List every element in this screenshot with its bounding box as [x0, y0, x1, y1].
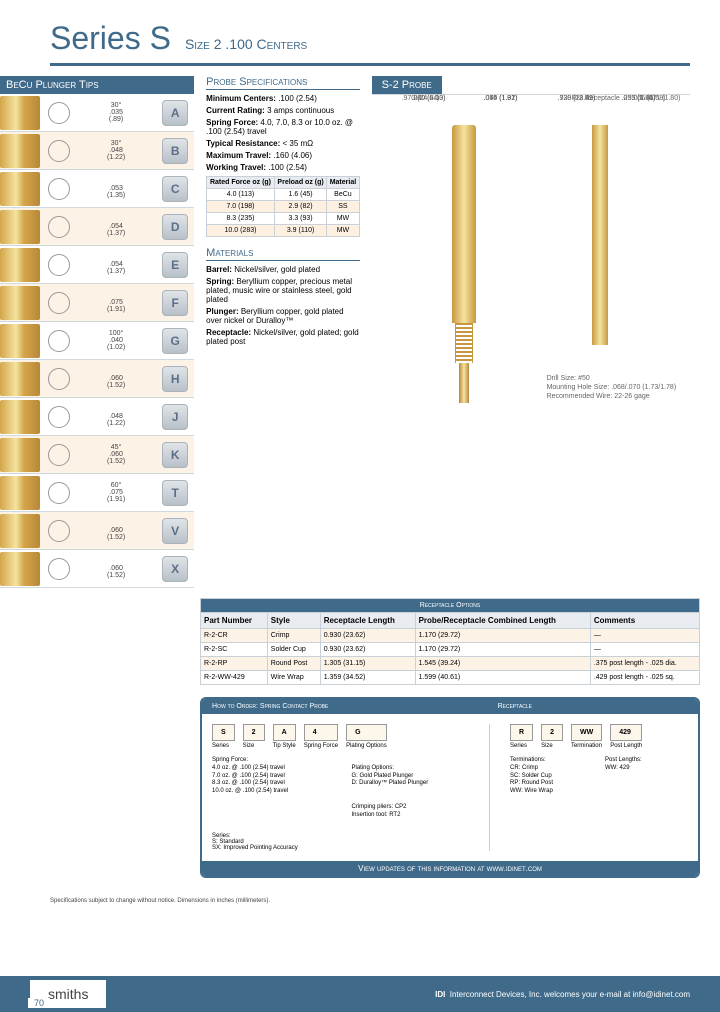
note-spring: Spring Force: 4.0 oz. @ .100 (2.54) trav… [212, 757, 340, 827]
tip-cross-section [48, 520, 70, 542]
tip-row: 60°.075(1.91)T [0, 474, 194, 512]
probe-diagram-header: S-2 Probe [372, 76, 442, 94]
order-code: 2 [541, 724, 563, 741]
tip-image [0, 286, 40, 320]
tip-letter: C [162, 176, 188, 202]
probe-specs-header: Probe Specifications [206, 76, 359, 90]
tip-cross-section [48, 216, 70, 238]
order-code: A [273, 724, 296, 741]
tip-row: 30°.048(1.22)B [0, 132, 194, 170]
order-code: S [212, 724, 235, 741]
diagram-column: S-2 Probe R-2 Receptacle .075 (1.91) .08… [360, 76, 690, 588]
order-header-probe: How to Order: Spring Contact Probe [212, 703, 498, 710]
order-code: R [510, 724, 533, 741]
tip-cross-section [48, 330, 70, 352]
tips-header: BeCu Plunger Tips [0, 76, 194, 94]
tip-cross-section [48, 558, 70, 580]
page-number: 70 [28, 998, 50, 1008]
tip-letter: K [162, 442, 188, 468]
order-code: G [346, 724, 387, 741]
title-main: Series S [50, 20, 171, 57]
tip-row: .060(1.52)V [0, 512, 194, 550]
tip-row: .053(1.35)C [0, 170, 194, 208]
update-bar: View updates of this information at www.… [202, 861, 698, 876]
tip-letter: D [162, 214, 188, 240]
tip-cross-section [48, 406, 70, 428]
tip-letter: E [162, 252, 188, 278]
spring-force-table: Rated Force oz (g)Preload oz (g)Material… [206, 176, 359, 237]
order-code: 4 [304, 724, 338, 741]
materials-header: Materials [206, 247, 359, 261]
tip-image [0, 514, 40, 548]
tip-cross-section [48, 178, 70, 200]
tip-image [0, 400, 40, 434]
tip-letter: G [162, 328, 188, 354]
receptacle-info: Drill Size: #50 Mounting Hole Size: .068… [547, 375, 677, 402]
tip-cross-section [48, 254, 70, 276]
order-code: 2 [243, 724, 265, 741]
disclaimer: Specifications subject to change without… [50, 898, 690, 904]
tip-row: .060(1.52)H [0, 360, 194, 398]
tip-letter: J [162, 404, 188, 430]
tip-image [0, 210, 40, 244]
order-header-receptacle: Receptacle [498, 703, 688, 710]
tip-cross-section [48, 292, 70, 314]
tip-letter: T [162, 480, 188, 506]
receptacle-table-header: Receptacle Options [201, 599, 700, 613]
tip-cross-section [48, 102, 70, 124]
tip-image [0, 438, 40, 472]
page-title: Series S Size 2 .100 Centers [50, 20, 690, 66]
tip-row: .048(1.22)J [0, 398, 194, 436]
tip-row: .075(1.91)F [0, 284, 194, 322]
tip-letter: X [162, 556, 188, 582]
tip-letter: B [162, 138, 188, 164]
tip-row: 30°.035(.89)A [0, 94, 194, 132]
tip-image [0, 552, 40, 586]
tip-letter: H [162, 366, 188, 392]
tip-letter: F [162, 290, 188, 316]
tip-row: .060(1.52)X [0, 550, 194, 588]
tip-cross-section [48, 368, 70, 390]
title-sub: Size 2 .100 Centers [185, 36, 307, 52]
footer: smiths IDI Interconnect Devices, Inc. we… [0, 976, 720, 1012]
tip-row: .054(1.37)D [0, 208, 194, 246]
order-code: 429 [610, 724, 642, 741]
order-code: WW [571, 724, 602, 741]
plunger-tips-column: BeCu Plunger Tips 30°.035(.89)A30°.048(1… [0, 76, 194, 588]
tip-letter: A [162, 100, 188, 126]
tip-row: 45°.060(1.52)K [0, 436, 194, 474]
tip-cross-section [48, 140, 70, 162]
tip-image [0, 134, 40, 168]
specs-column: Probe Specifications Minimum Centers: .1… [194, 76, 359, 588]
tip-image [0, 362, 40, 396]
tip-letter: V [162, 518, 188, 544]
tip-image [0, 248, 40, 282]
tip-row: .054(1.37)E [0, 246, 194, 284]
tip-image [0, 324, 40, 358]
tip-image [0, 96, 40, 130]
tip-image [0, 172, 40, 206]
tip-cross-section [48, 444, 70, 466]
tip-row: 100°.040(1.02)G [0, 322, 194, 360]
how-to-order-box: How to Order: Spring Contact Probe Recep… [200, 697, 700, 878]
receptacle-illustration [592, 125, 608, 345]
tip-image [0, 476, 40, 510]
probe-illustration [452, 125, 476, 405]
tip-cross-section [48, 482, 70, 504]
receptacle-options-table: Receptacle Options Part NumberStyleRecep… [200, 598, 700, 685]
